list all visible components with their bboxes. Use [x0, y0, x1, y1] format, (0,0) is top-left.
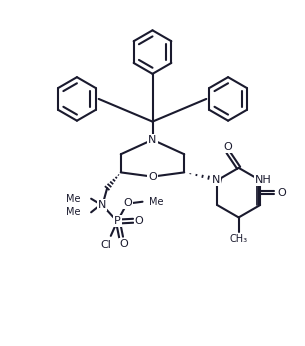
- Text: O: O: [120, 239, 128, 249]
- Text: Me: Me: [66, 207, 81, 217]
- Text: Cl: Cl: [101, 240, 111, 250]
- Text: O: O: [135, 216, 144, 226]
- Text: O: O: [123, 198, 132, 208]
- Text: Me: Me: [149, 197, 163, 207]
- Text: O: O: [224, 142, 232, 152]
- Text: N: N: [211, 175, 220, 185]
- Text: NH: NH: [255, 175, 271, 185]
- Text: N: N: [148, 135, 157, 145]
- Text: CH₃: CH₃: [230, 234, 248, 244]
- Text: P: P: [114, 216, 121, 226]
- Text: O: O: [148, 172, 157, 182]
- Text: N: N: [98, 200, 106, 210]
- Text: Me: Me: [66, 194, 81, 204]
- Text: O: O: [278, 188, 286, 198]
